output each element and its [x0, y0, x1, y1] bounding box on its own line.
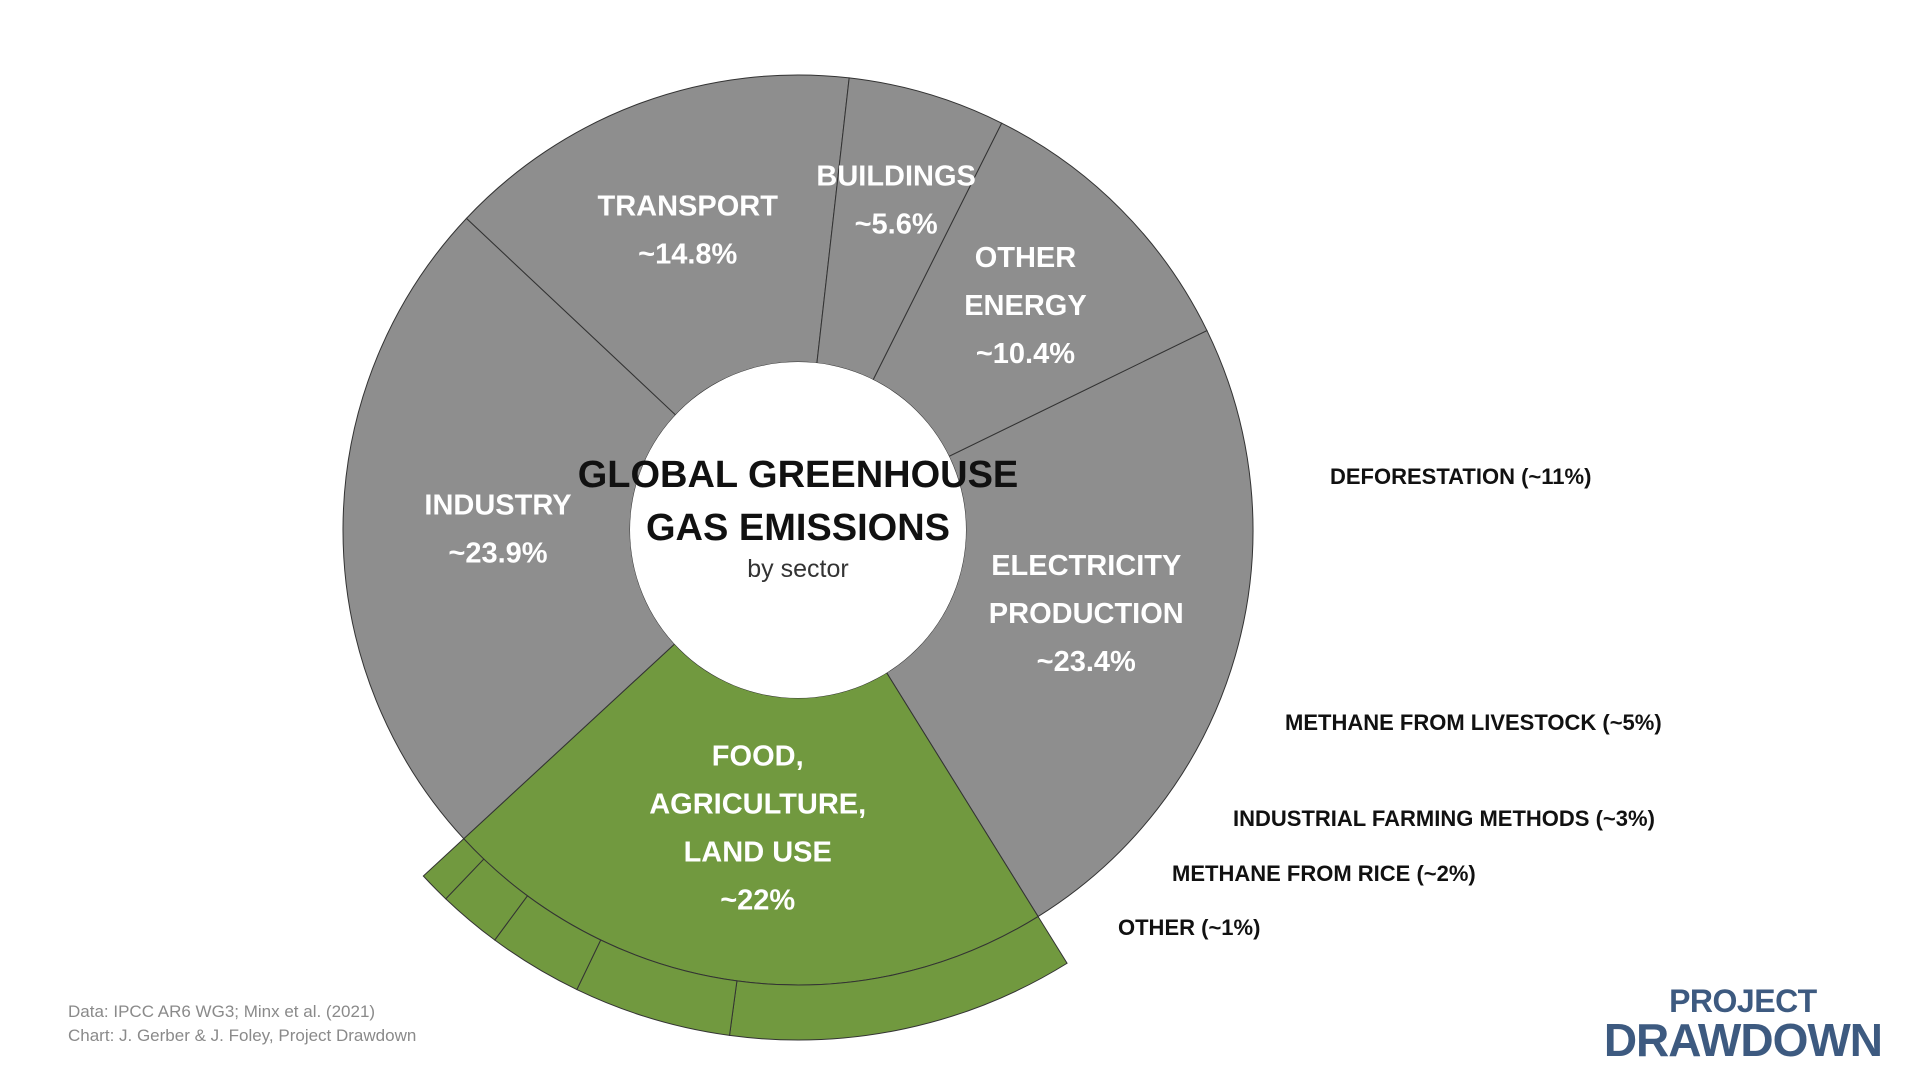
logo-bottom-text: DRAWDOWN: [1603, 1014, 1883, 1066]
breakdown-label-2: METHANE FROM LIVESTOCK (~5%): [1285, 710, 1662, 735]
label-electricity-production: ELECTRICITY PRODUCTION ~23.4%: [989, 550, 1184, 678]
chart-author: Chart: J. Gerber & J. Foley, Project Dra…: [68, 1026, 417, 1045]
label-other-energy-line-1: OTHER: [975, 242, 1077, 274]
breakdown-label-1: DEFORESTATION (~11%): [1330, 464, 1591, 489]
data-source: Data: IPCC AR6 WG3; Minx et al. (2021): [68, 1002, 376, 1021]
breakdown-label-5: OTHER (~1%): [1118, 915, 1260, 940]
label-food-agriculture-land-use-line-3: LAND USE: [684, 836, 832, 868]
label-electricity-production-line-1: ELECTRICITY: [991, 550, 1181, 582]
food-breakdown-ring: [422, 837, 1068, 1041]
center-hole: [630, 362, 966, 698]
label-other-energy-line-2: ENERGY: [964, 290, 1086, 322]
label-food-agriculture-land-use: FOOD, AGRICULTURE, LAND USE ~22%: [649, 740, 866, 916]
label-electricity-production-line-2: PRODUCTION: [989, 598, 1184, 630]
ring-slice-other-1: [422, 837, 485, 900]
label-industry: INDUSTRY ~23.9%: [424, 490, 571, 570]
chart-subtitle: by sector: [747, 555, 848, 583]
breakdown-label-3: INDUSTRIAL FARMING METHODS (~3%): [1233, 806, 1655, 831]
label-food-agriculture-land-use-line-4: ~22%: [720, 884, 795, 916]
chart-credits: Data: IPCC AR6 WG3; Minx et al. (2021) C…: [68, 1000, 416, 1048]
label-industry-line-1: INDUSTRY: [424, 490, 571, 522]
project-drawdown-logo: PROJECT DRAWDOWN: [1603, 983, 1883, 1066]
label-transport: TRANSPORT ~14.8%: [598, 191, 779, 271]
breakdown-label-4: METHANE FROM RICE (~2%): [1172, 861, 1476, 886]
label-electricity-production-line-3: ~23.4%: [1037, 646, 1136, 678]
label-food-agriculture-land-use-line-2: AGRICULTURE,: [649, 788, 866, 820]
sector-labels: ELECTRICITY PRODUCTION ~23.4% FOOD, AGRICULT…: [424, 160, 1183, 916]
label-transport-line-2: ~14.8%: [638, 239, 737, 271]
label-buildings: BUILDINGS ~5.6%: [816, 160, 976, 240]
label-industry-line-2: ~23.9%: [448, 538, 547, 570]
sector-slices: [342, 74, 1254, 986]
logo-top-text: PROJECT: [1669, 983, 1817, 1019]
label-buildings-line-1: BUILDINGS: [816, 160, 976, 192]
chart-title-line-2: GAS EMISSIONS: [646, 507, 950, 549]
label-food-agriculture-land-use-line-1: FOOD,: [712, 740, 804, 772]
chart-title-line-1: GLOBAL GREENHOUSE: [578, 454, 1019, 496]
label-transport-line-1: TRANSPORT: [598, 191, 779, 223]
label-other-energy-line-3: ~10.4%: [976, 338, 1075, 370]
label-buildings-line-2: ~5.6%: [855, 208, 938, 240]
breakdown-labels: DEFORESTATION (~11%) METHANE FROM LIVESTO…: [1118, 464, 1662, 940]
label-other-energy: OTHER ENERGY ~10.4%: [964, 242, 1086, 370]
